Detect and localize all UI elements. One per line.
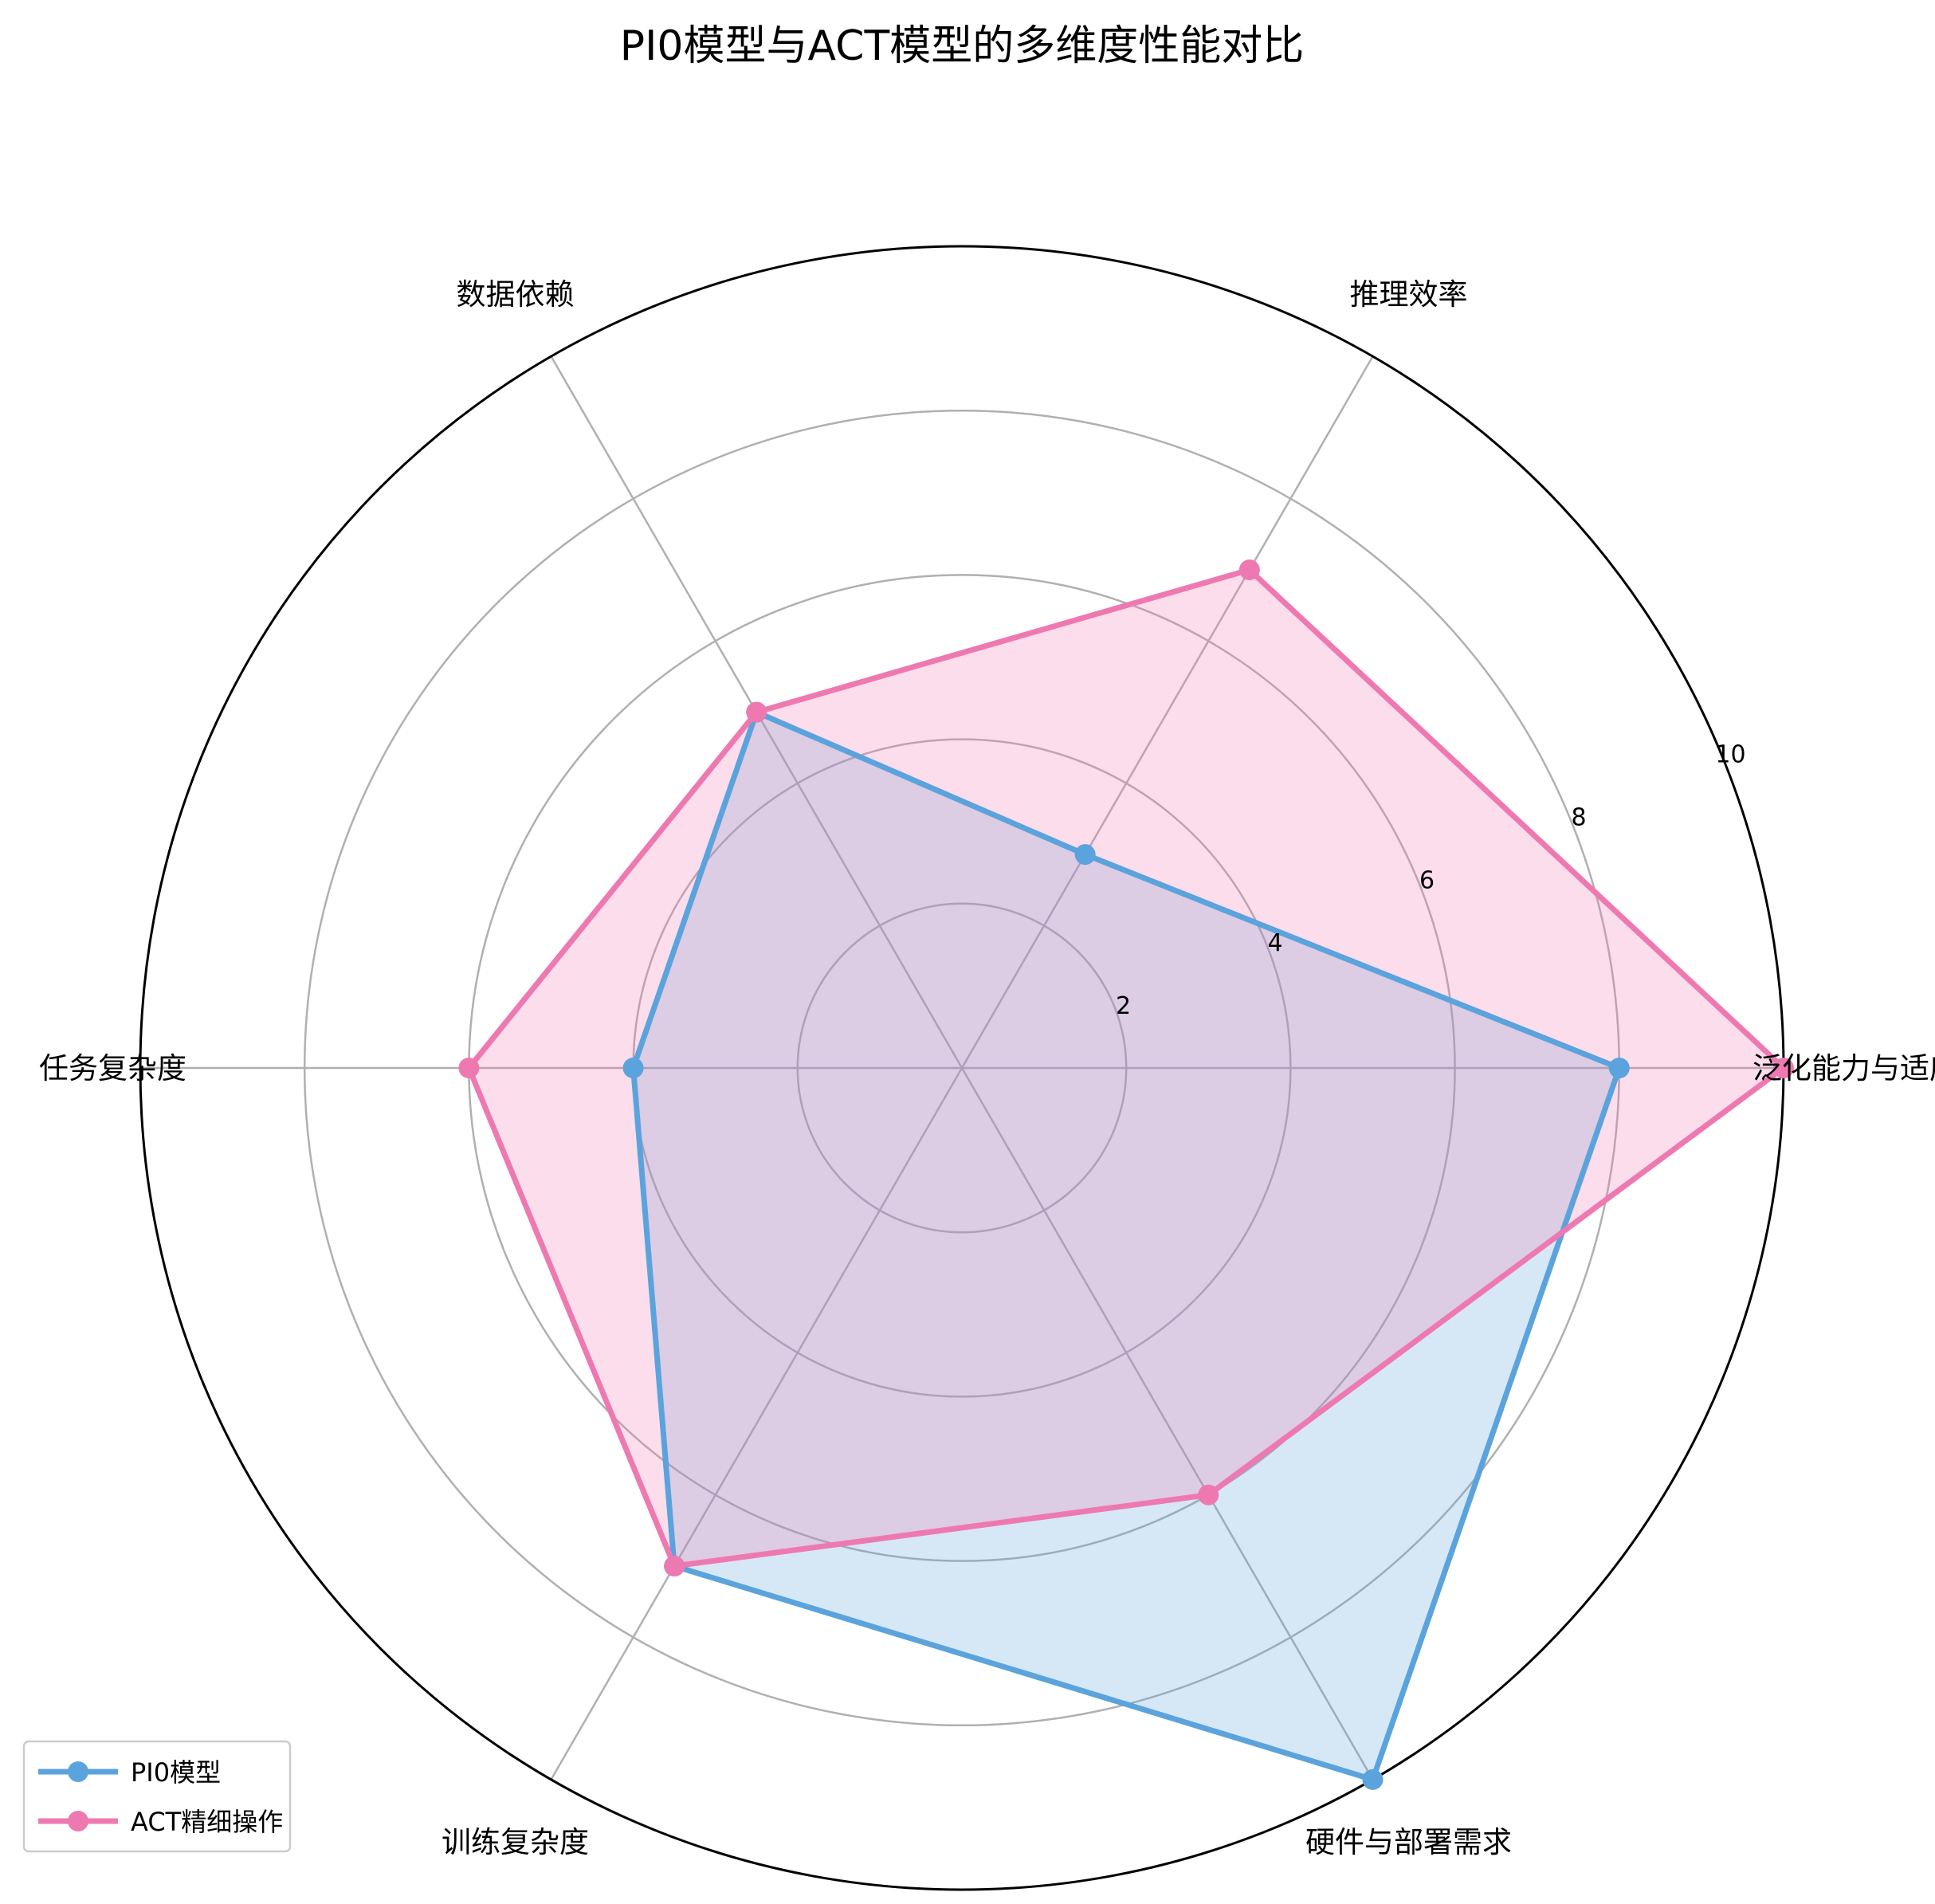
radar-series [458,559,1794,1790]
tick-label-6: 6 [1419,866,1435,894]
series-1-point-2 [746,701,767,723]
series-0-point-5 [1362,1769,1384,1790]
axis-label-2: 数据依赖 [457,277,575,312]
series-1-point-4 [664,1556,685,1577]
axis-label-3: 任务复杂度 [39,1051,186,1085]
legend-label-1: ACT精细操作 [131,1807,283,1837]
tick-label-10: 10 [1715,741,1745,769]
tick-label-2: 2 [1116,992,1131,1020]
series-1-point-3 [458,1058,480,1078]
legend: PI0模型 ACT精细操作 [22,1740,292,1853]
axis-spoke-4 [550,1067,964,1780]
axis-spoke-1 [960,355,1374,1069]
axis-spoke-5 [960,1067,1374,1780]
axis-label-0: 泛化能力与适应性 [1752,1051,1935,1085]
series-fill-0 [633,712,1619,1780]
series-1-point-1 [1238,559,1260,580]
axis-label-4: 训练复杂度 [442,1825,589,1859]
chart-title: PI0模型与ACT模型的多维度性能对比 [620,22,1305,70]
series-1-point-0 [1773,1058,1794,1078]
series-0-point-0 [1608,1058,1630,1078]
radar-tick-labels: 2 4 6 8 10 [1116,741,1746,1021]
series-0-point-1 [1074,844,1096,866]
tick-label-4: 4 [1267,929,1282,957]
legend-marker-0 [68,1761,88,1782]
series-1-point-5 [1198,1484,1219,1506]
tick-label-8: 8 [1571,803,1586,831]
series-fill-1 [469,570,1784,1566]
legend-marker-1 [68,1811,88,1831]
series-0-point-3 [622,1058,644,1078]
axis-label-5: 硬件与部署需求 [1305,1825,1512,1859]
legend-label-0: PI0模型 [131,1757,221,1788]
axis-label-1: 推理效率 [1350,277,1468,312]
